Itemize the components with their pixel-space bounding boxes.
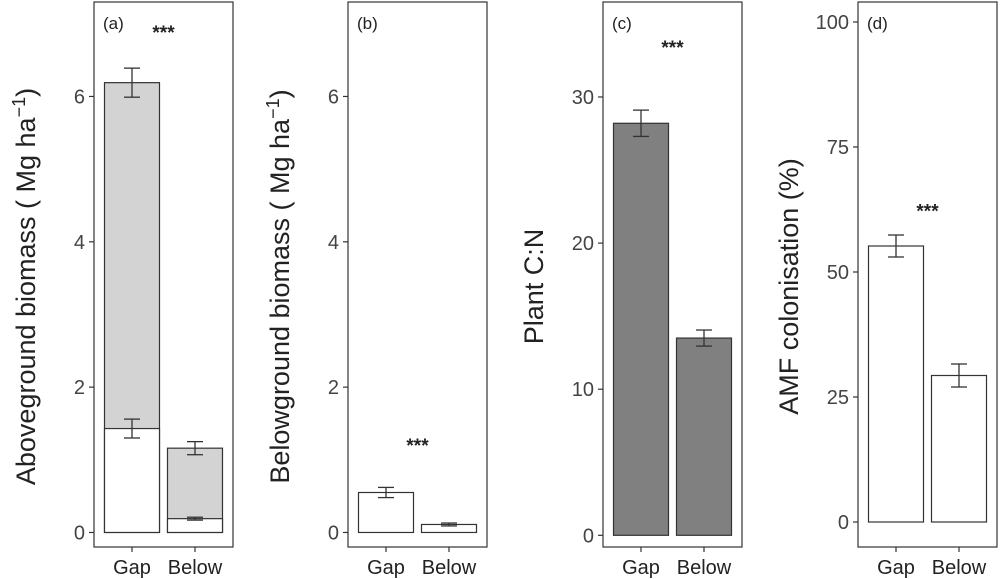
y-tick-label: 10 xyxy=(572,379,594,401)
error-bar xyxy=(951,363,967,388)
y-tick-label: 30 xyxy=(572,87,594,109)
y-tick-label: 4 xyxy=(328,232,339,254)
panel-c: 0 10 20 30 Gap Below *** (c) Plant C:N xyxy=(519,1,743,579)
y-axis-title: AMF colonisation (%) xyxy=(774,158,804,415)
y-tick-label: 0 xyxy=(328,522,339,544)
error-bar xyxy=(888,234,904,258)
panel-d: 0 25 50 75 100 Gap Below *** (d) AMF colonisation… xyxy=(774,1,998,579)
error-bar xyxy=(124,418,140,439)
x-category-label: Below xyxy=(677,557,732,579)
error-bar xyxy=(696,329,712,347)
x-category-label: Gap xyxy=(367,557,405,579)
y-tick-label: 4 xyxy=(74,232,85,254)
error-bar xyxy=(124,67,140,98)
bar xyxy=(103,427,161,534)
plot-frame xyxy=(602,1,743,548)
y-tick-label: 0 xyxy=(583,525,594,547)
error-bar xyxy=(378,486,394,499)
plot-frame xyxy=(93,1,234,548)
bar xyxy=(612,122,670,536)
bar xyxy=(867,245,925,523)
panel-label: (d) xyxy=(867,14,888,33)
error-bar xyxy=(187,516,203,521)
x-category-label: Gap xyxy=(622,557,660,579)
significance-annotation: *** xyxy=(152,23,175,44)
significance-annotation: *** xyxy=(406,436,429,457)
error-bar xyxy=(633,109,649,138)
bar xyxy=(930,374,988,523)
significance-annotation: *** xyxy=(661,38,684,59)
y-tick-label: 25 xyxy=(827,387,849,409)
y-tick-label: 100 xyxy=(816,12,849,34)
y-tick-label: 6 xyxy=(74,86,85,108)
panel-label: (a) xyxy=(103,14,124,33)
y-tick-label: 2 xyxy=(328,377,339,399)
y-tick-label: 2 xyxy=(74,377,85,399)
y-axis-title: Belowground biomass ( Mg ha−1) xyxy=(263,89,295,483)
y-tick-label: 0 xyxy=(838,512,849,534)
error-bar xyxy=(187,440,203,456)
x-category-label: Gap xyxy=(877,557,915,579)
plot-frame xyxy=(347,1,488,548)
x-category-label: Below xyxy=(168,557,223,579)
y-tick-label: 20 xyxy=(572,233,594,255)
panel-label: (b) xyxy=(357,14,378,33)
x-category-label: Gap xyxy=(113,557,151,579)
panel-label: (c) xyxy=(612,14,632,33)
x-category-label: Below xyxy=(932,557,987,579)
panel-b: 0 2 4 6 Gap Below *** (b) Belowground biomass ( … xyxy=(263,1,488,579)
panel-a: 0 2 4 6 Gap Below *** (a) Aboveground biomass ( … xyxy=(9,1,234,579)
y-axis-title: Aboveground biomass ( Mg ha−1) xyxy=(9,88,41,485)
bar xyxy=(675,337,733,536)
significance-annotation: *** xyxy=(916,202,939,223)
y-tick-label: 0 xyxy=(74,522,85,544)
bar xyxy=(357,491,415,534)
y-tick-label: 50 xyxy=(827,262,849,284)
x-category-label: Below xyxy=(422,557,477,579)
y-tick-label: 75 xyxy=(827,137,849,159)
error-bar xyxy=(441,522,457,527)
y-tick-label: 6 xyxy=(328,86,339,108)
y-axis-title: Plant C:N xyxy=(519,229,549,345)
plot-frame xyxy=(857,1,998,548)
